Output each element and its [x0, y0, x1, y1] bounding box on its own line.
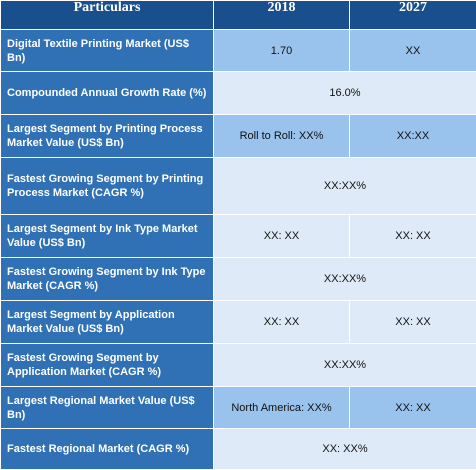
header-particulars: Particulars	[1, 1, 214, 30]
table-row: Largest Segment by Ink Type Market Value…	[1, 215, 476, 258]
value-2027: XX: XX	[350, 387, 476, 429]
value-2018: North America: XX%	[214, 387, 350, 429]
value-merged: XX:XX%	[214, 344, 476, 387]
table-row: Compounded Annual Growth Rate (%) 16.0%	[1, 72, 476, 115]
table-row: Largest Regional Market Value (US$ Bn) N…	[1, 387, 476, 429]
table-row: Largest Segment by Application Market Va…	[1, 301, 476, 344]
value-merged: 16.0%	[214, 72, 476, 115]
row-label: Digital Textile Printing Market (US$ Bn)	[1, 30, 214, 72]
table-row: Fastest Regional Market (CAGR %) XX: XX%	[1, 429, 476, 470]
value-2018: XX: XX	[214, 215, 350, 258]
value-2027: XX: XX	[350, 215, 476, 258]
row-label: Compounded Annual Growth Rate (%)	[1, 72, 214, 115]
row-label: Fastest Regional Market (CAGR %)	[1, 429, 214, 470]
header-row: Particulars 2018 2027	[1, 1, 476, 30]
row-label: Fastest Growing Segment by Printing Proc…	[1, 158, 214, 215]
value-2027: XX: XX	[350, 301, 476, 344]
row-label: Largest Segment by Printing Process Mark…	[1, 115, 214, 158]
row-label: Largest Segment by Application Market Va…	[1, 301, 214, 344]
header-year-2027: 2027	[350, 1, 476, 30]
table-row: Digital Textile Printing Market (US$ Bn)…	[1, 30, 476, 72]
row-label: Fastest Growing Segment by Application M…	[1, 344, 214, 387]
value-merged: XX:XX%	[214, 258, 476, 301]
value-merged: XX:XX%	[214, 158, 476, 215]
row-label: Largest Regional Market Value (US$ Bn)	[1, 387, 214, 429]
value-2027: XX	[350, 30, 476, 72]
row-label: Largest Segment by Ink Type Market Value…	[1, 215, 214, 258]
value-2027: XX:XX	[350, 115, 476, 158]
value-merged: XX: XX%	[214, 429, 476, 470]
table-row: Fastest Growing Segment by Application M…	[1, 344, 476, 387]
value-2018: Roll to Roll: XX%	[214, 115, 350, 158]
header-year-2018: 2018	[214, 1, 350, 30]
table-row: Fastest Growing Segment by Ink Type Mark…	[1, 258, 476, 301]
value-2018: 1.70	[214, 30, 350, 72]
table-row: Fastest Growing Segment by Printing Proc…	[1, 158, 476, 215]
value-2018: XX: XX	[214, 301, 350, 344]
table-row: Largest Segment by Printing Process Mark…	[1, 115, 476, 158]
row-label: Fastest Growing Segment by Ink Type Mark…	[1, 258, 214, 301]
